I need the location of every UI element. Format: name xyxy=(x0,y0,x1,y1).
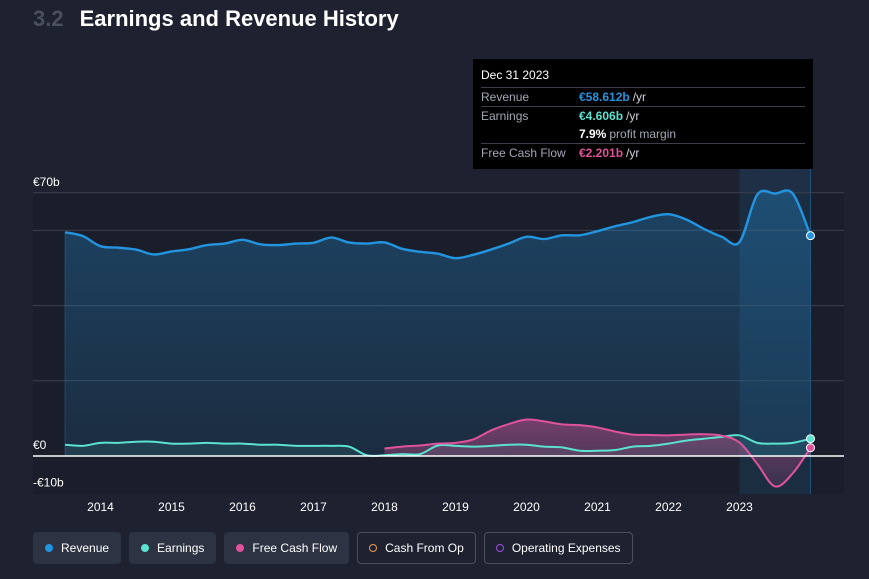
x-tick-label: 2023 xyxy=(726,500,753,514)
x-tick-label: 2014 xyxy=(87,500,114,514)
legend-fcf-dot xyxy=(236,544,245,552)
tooltip-revenue-label: Revenue xyxy=(481,90,530,104)
free-cash-flow-last-point[interactable] xyxy=(806,443,815,453)
legend-free-cash-flow[interactable]: Free Cash Flow xyxy=(224,532,350,564)
chart-legend: Revenue Earnings Free Cash Flow Cash Fro… xyxy=(33,532,633,564)
legend-fcf-label: Free Cash Flow xyxy=(252,541,338,555)
x-tick-label: 2021 xyxy=(584,500,611,514)
x-tick-label: 2016 xyxy=(229,500,256,514)
tooltip-earnings-row: Earnings €4.606b /yr xyxy=(481,106,805,125)
y-tick-label: €0 xyxy=(33,438,47,452)
tooltip-revenue-row: Revenue €58.612b /yr xyxy=(481,87,805,106)
earnings-line xyxy=(64,434,811,457)
x-tick-label: 2017 xyxy=(300,500,327,514)
earnings-last-point[interactable] xyxy=(806,434,815,444)
free-cash-flow-line xyxy=(384,418,812,488)
y-tick-label: -€10b xyxy=(33,476,64,490)
legend-opex-label: Operating Expenses xyxy=(511,541,621,555)
x-tick-label: 2018 xyxy=(371,500,398,514)
chart-title: Earnings and Revenue History xyxy=(79,6,399,31)
legend-opex-dot xyxy=(495,544,504,552)
x-tick-label: 2015 xyxy=(158,500,185,514)
revenue-last-point[interactable] xyxy=(806,231,815,241)
legend-cash-from-op-label: Cash From Op xyxy=(385,541,464,555)
tooltip-earnings-unit: /yr xyxy=(626,109,640,123)
header: 3.2 Earnings and Revenue History xyxy=(33,6,399,36)
legend-operating-expenses[interactable]: Operating Expenses xyxy=(483,532,633,564)
legend-revenue[interactable]: Revenue xyxy=(33,532,122,564)
tooltip-earnings-label: Earnings xyxy=(481,109,529,123)
revenue-line xyxy=(64,189,812,260)
tooltip-revenue-value: €58.612b xyxy=(579,90,630,104)
x-tick-label: 2020 xyxy=(513,500,540,514)
legend-earnings-label: Earnings xyxy=(157,541,205,555)
legend-earnings-dot xyxy=(141,544,150,552)
y-tick-label: €70b xyxy=(33,175,60,189)
revenue-area xyxy=(65,190,811,457)
legend-revenue-label: Revenue xyxy=(61,541,110,555)
legend-cash-from-op-dot xyxy=(369,544,378,552)
tooltip-fcf-unit: /yr xyxy=(626,146,640,160)
legend-cash-from-op[interactable]: Cash From Op xyxy=(357,532,476,564)
hover-tooltip: Dec 31 2023 Revenue €58.612b /yr Earning… xyxy=(473,59,813,169)
legend-earnings[interactable]: Earnings xyxy=(129,532,217,564)
tooltip-margin-value: 7.9% xyxy=(579,127,607,141)
section-number: 3.2 xyxy=(33,6,64,31)
x-tick-label: 2022 xyxy=(655,500,682,514)
tooltip-date: Dec 31 2023 xyxy=(481,68,550,82)
tooltip-margin-label: profit margin xyxy=(609,127,677,141)
free-cash-flow-area xyxy=(384,419,811,487)
tooltip-margin-row: 7.9% profit margin xyxy=(481,125,805,143)
tooltip-fcf-label: Free Cash Flow xyxy=(481,146,566,160)
legend-revenue-dot xyxy=(45,544,53,552)
tooltip-earnings-value: €4.606b xyxy=(579,109,624,123)
tooltip-revenue-unit: /yr xyxy=(632,90,647,104)
tooltip-fcf-value: €2.201b xyxy=(579,146,624,160)
tooltip-fcf-row: Free Cash Flow €2.201b /yr xyxy=(481,143,805,162)
x-tick-label: 2019 xyxy=(442,500,469,514)
